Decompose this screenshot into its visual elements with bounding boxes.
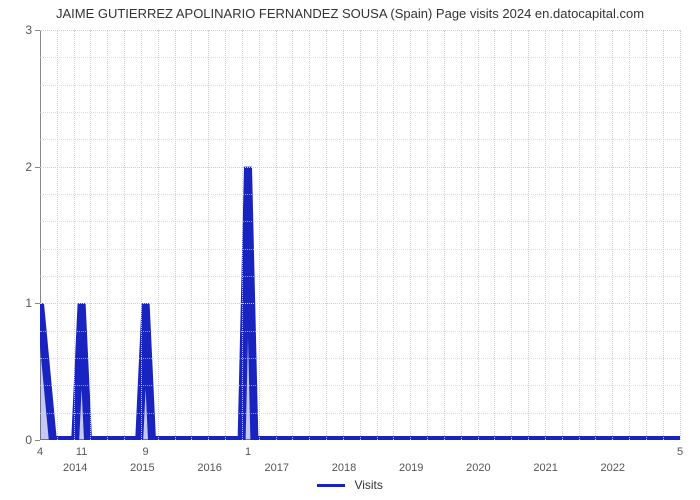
grid-v: [259, 30, 260, 440]
grid-v: [225, 30, 226, 440]
grid-v: [511, 30, 512, 440]
x-data-label: 4: [37, 440, 43, 458]
y-tick-mark: [35, 30, 40, 31]
grid-v: [562, 30, 563, 440]
grid-v: [579, 30, 580, 440]
x-year-label: 2022: [601, 440, 625, 474]
grid-v: [494, 30, 495, 440]
grid-v: [141, 30, 142, 440]
grid-v: [175, 30, 176, 440]
legend-label: Visits: [354, 478, 382, 492]
grid-v: [444, 30, 445, 440]
grid-v: [629, 30, 630, 440]
y-tick-mark: [35, 167, 40, 168]
grid-v: [680, 30, 681, 440]
grid-v: [158, 30, 159, 440]
x-year-label: 2019: [399, 440, 423, 474]
legend: Visits: [0, 477, 700, 492]
grid-v: [461, 30, 462, 440]
chart-title: JAIME GUTIERREZ APOLINARIO FERNANDEZ SOU…: [0, 6, 700, 21]
grid-v: [57, 30, 58, 440]
x-data-label: 1: [245, 440, 251, 458]
y-tick-mark: [35, 303, 40, 304]
x-data-label: 5: [677, 440, 683, 458]
grid-v: [124, 30, 125, 440]
grid-v: [292, 30, 293, 440]
grid-v: [545, 30, 546, 440]
grid-v: [478, 30, 479, 440]
x-year-label: 2021: [533, 440, 557, 474]
grid-v: [393, 30, 394, 440]
x-year-label: 2020: [466, 440, 490, 474]
x-year-label: 2016: [197, 440, 221, 474]
grid-v: [107, 30, 108, 440]
x-year-label: 2017: [265, 440, 289, 474]
grid-v: [74, 30, 75, 440]
plot-area: 0123201420152016201720182019202020212022…: [40, 30, 680, 440]
grid-v: [595, 30, 596, 440]
grid-v: [326, 30, 327, 440]
grid-v: [208, 30, 209, 440]
chart-container: JAIME GUTIERREZ APOLINARIO FERNANDEZ SOU…: [0, 0, 700, 500]
grid-v: [90, 30, 91, 440]
plot-inner: 0123201420152016201720182019202020212022…: [40, 30, 680, 440]
grid-v: [427, 30, 428, 440]
grid-v: [242, 30, 243, 440]
legend-swatch: [317, 484, 345, 487]
grid-v: [612, 30, 613, 440]
grid-v: [309, 30, 310, 440]
grid-v: [343, 30, 344, 440]
grid-v: [663, 30, 664, 440]
x-data-label: 9: [143, 440, 149, 458]
grid-v: [646, 30, 647, 440]
grid-v: [191, 30, 192, 440]
grid-v: [360, 30, 361, 440]
grid-v: [276, 30, 277, 440]
grid-v: [377, 30, 378, 440]
x-data-label: 11: [76, 440, 87, 458]
grid-v: [410, 30, 411, 440]
grid-v: [528, 30, 529, 440]
x-year-label: 2018: [332, 440, 356, 474]
